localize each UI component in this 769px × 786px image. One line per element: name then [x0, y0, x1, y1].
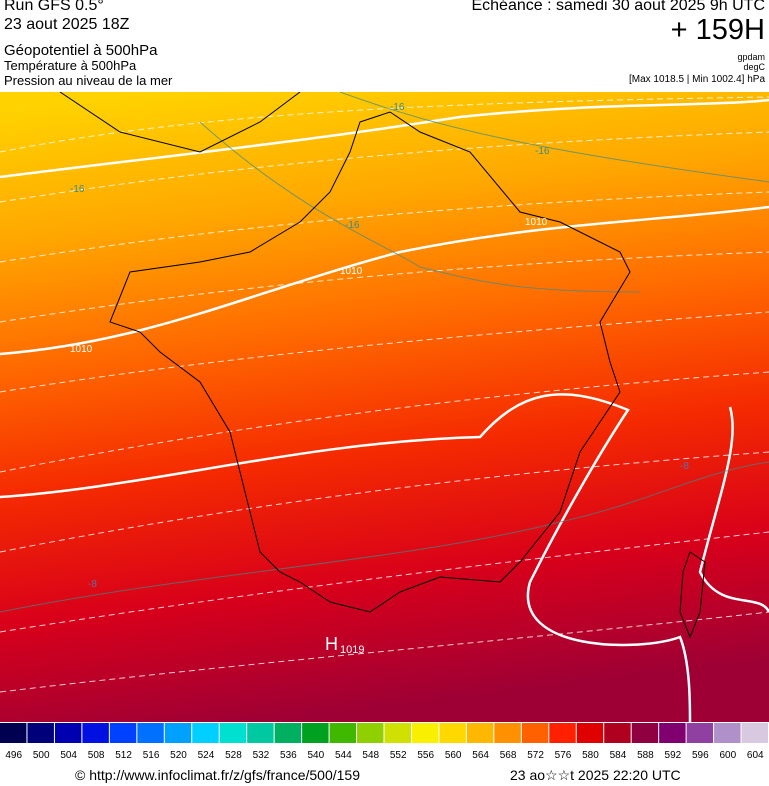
- field: Pression au niveau de la mer: [4, 73, 173, 88]
- colorbar-label: 512: [115, 750, 132, 761]
- high-pressure: H: [325, 634, 338, 654]
- colorbar-label: 552: [390, 750, 407, 761]
- colorbar-label: 528: [225, 750, 242, 761]
- colorbar-label: 572: [527, 750, 544, 761]
- colorbar-swatch: [192, 723, 219, 743]
- high-pressure-value: 1019: [340, 644, 364, 656]
- colorbar-swatch: [137, 723, 164, 743]
- colorbar-label: 508: [88, 750, 105, 761]
- isobar-label: 1010: [70, 344, 93, 355]
- colorbar-label: 564: [472, 750, 489, 761]
- colorbar-label: 580: [582, 750, 599, 761]
- colorbar-label: 588: [637, 750, 654, 761]
- height-contours: [0, 96, 769, 693]
- colorbar-swatch: [274, 723, 302, 743]
- coastlines: [59, 92, 706, 639]
- colorbar-swatch: [219, 723, 247, 743]
- colorbar-swatch: [741, 723, 768, 743]
- isotherm-label: -8: [88, 579, 97, 590]
- colorbar-label: 536: [280, 750, 297, 761]
- run: Run GFS 0.5°: [4, 0, 104, 14]
- colorbar: 496 500 504 508 512 516 520 524 528 532 536 540 544 5…: [0, 723, 768, 761]
- colorbar-swatch: [109, 723, 137, 743]
- colorbar-swatch: [549, 723, 576, 743]
- colorbar-label: 584: [610, 750, 627, 761]
- source: © http://www.infoclimat.fr/z/gfs/france/…: [75, 767, 360, 783]
- colorbar-swatch: [714, 723, 741, 743]
- field: Température à 500hPa: [4, 58, 137, 73]
- colorbar-label: 560: [445, 750, 462, 761]
- colorbar-label: 568: [500, 750, 517, 761]
- range: [Max 1018.5 | Min 1002.4] hPa: [628, 74, 765, 85]
- colorbar-swatch: [466, 723, 494, 743]
- colorbar-swatch: [631, 723, 659, 743]
- colorbar-swatch: [82, 723, 109, 743]
- colorbar-swatch: [54, 723, 82, 743]
- isotherm-label: -16: [390, 102, 405, 113]
- colorbar-swatch: [329, 723, 357, 743]
- isobar-label: 1010: [525, 217, 548, 228]
- lead-time: + 159H: [670, 14, 765, 46]
- field-shading: [0, 92, 769, 722]
- colorbar-swatch: [686, 723, 714, 743]
- colorbar-label: 496: [5, 750, 22, 761]
- colorbar-label: 532: [253, 750, 270, 761]
- colorbar-swatch: [0, 723, 27, 743]
- colorbar-swatch: [494, 723, 521, 743]
- colorbar-label: 548: [362, 750, 379, 761]
- colorbar-swatch: [411, 723, 439, 743]
- colorbar-label: 524: [198, 750, 215, 761]
- colorbar-label: 504: [60, 750, 77, 761]
- map: 1010 1010 1010 -16 -16 -16 -16 -8 -8 H 1…: [0, 92, 769, 722]
- isotherm-label: -16: [70, 184, 85, 195]
- isotherm-label: -8: [680, 461, 689, 472]
- colorbar-swatch: [27, 723, 54, 743]
- timestamp: 23 ao☆☆t 2025 22:20 UTC: [510, 767, 681, 783]
- colorbar-label: 540: [307, 750, 324, 761]
- field: Géopotentiel à 500hPa: [4, 42, 158, 59]
- colorbar-label: 600: [719, 750, 736, 761]
- colorbar-swatch: [247, 723, 274, 743]
- colorbar-label: 592: [665, 750, 682, 761]
- isobars: [0, 98, 769, 722]
- colorbar-label: 604: [747, 750, 764, 761]
- colorbar-swatch: [357, 723, 384, 743]
- colorbar-label: 500: [33, 750, 50, 761]
- colorbar-swatch: [302, 723, 329, 743]
- unit: gpdam: [737, 52, 765, 62]
- colorbar-swatch: [384, 723, 411, 743]
- colorbar-label: 544: [335, 750, 352, 761]
- colorbar-swatch: [659, 723, 686, 743]
- isotherms: [0, 92, 769, 613]
- colorbar-swatch: [576, 723, 604, 743]
- colorbar-swatch: [439, 723, 466, 743]
- isotherm-label: -16: [535, 146, 550, 157]
- isobar-label: 1010: [340, 266, 363, 277]
- isotherm-label: -16: [345, 220, 360, 231]
- run-date: 23 aout 2025 18Z: [4, 16, 130, 33]
- unit: degC: [743, 62, 765, 72]
- colorbar-label: 596: [692, 750, 709, 761]
- colorbar-swatch: [604, 723, 631, 743]
- colorbar-label: 576: [555, 750, 572, 761]
- colorbar-label: 516: [143, 750, 160, 761]
- colorbar-label: 556: [417, 750, 434, 761]
- forecast: Echéance : samedi 30 aout 2025 9h UTC: [471, 0, 765, 14]
- colorbar-swatch: [164, 723, 192, 743]
- colorbar-label: 520: [170, 750, 187, 761]
- colorbar-swatch: [521, 723, 549, 743]
